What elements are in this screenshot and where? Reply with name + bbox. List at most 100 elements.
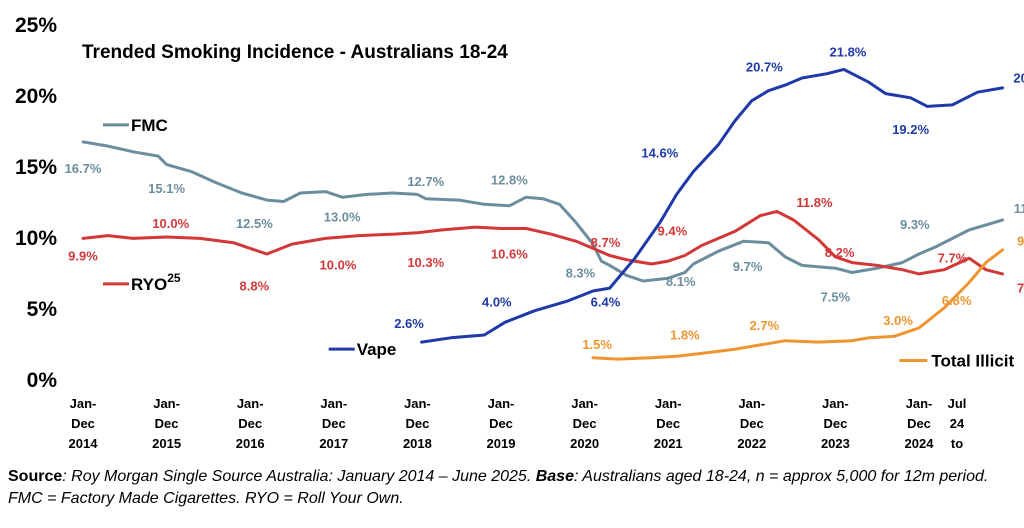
x-tick-label: Jul 24 to — [948, 396, 967, 451]
data-label: 7.4% — [1017, 280, 1024, 295]
legend-ryo: RYO25 — [102, 271, 181, 294]
data-label: 14.6% — [641, 146, 678, 161]
x-tick-label: Jan- Dec 2019 — [487, 396, 516, 451]
x-tick-line: Jan- — [237, 396, 264, 411]
data-label: 8.8% — [240, 278, 270, 293]
x-tick-line: 2014 — [69, 436, 99, 451]
x-tick-line: Jan- — [70, 396, 97, 411]
data-label: 8.2% — [825, 245, 855, 260]
x-tick-line: Dec — [238, 416, 262, 431]
x-tick-line: 2015 — [152, 436, 181, 451]
y-tick-label: 20% — [15, 85, 57, 108]
x-tick-label: Jan- Dec 2020 — [570, 396, 599, 451]
series-line-ryo — [81, 209, 1005, 276]
x-tick-line: Dec — [907, 416, 931, 431]
data-label: 20.5% — [1013, 70, 1024, 85]
legend-fmc: FMC — [102, 116, 168, 135]
data-label: 9.1% — [1017, 234, 1024, 249]
x-tick-label: Jan- Dec 2018 — [403, 396, 432, 451]
x-tick-line: 2022 — [737, 436, 766, 451]
x-tick-label: Jan- Dec 2016 — [236, 396, 265, 451]
data-label: 9.4% — [658, 224, 688, 239]
x-tick-line: 2021 — [654, 436, 683, 451]
x-tick-line: Dec — [740, 416, 764, 431]
y-axis: 0% 5% 10% 15% 20% 25% — [15, 14, 57, 392]
data-label: 6.4% — [591, 295, 621, 310]
data-label: 1.8% — [670, 327, 700, 342]
x-tick-line: 2019 — [487, 436, 516, 451]
chart: Trended Smoking Incidence - Australians … — [15, 14, 1024, 451]
x-tick-label: Jan- Dec 2023 — [821, 396, 850, 451]
data-label: 21.8% — [830, 45, 867, 60]
x-axis: Jan- Dec 2014 Jan- Dec 2015 Jan- Dec 2016 Jan- Dec… — [69, 396, 967, 451]
y-tick-label: 25% — [15, 14, 57, 37]
base-text: : Australians aged 18-24, n = approx 5,0… — [8, 468, 989, 507]
x-tick-line: Dec — [823, 416, 847, 431]
data-label: 6.8% — [942, 293, 972, 308]
data-label: 9.7% — [733, 259, 763, 274]
x-tick-line: Dec — [656, 416, 680, 431]
x-tick-label: Jan- Dec 2024 — [905, 396, 935, 451]
x-tick-line: to — [951, 436, 963, 451]
legend-total-illicit: Total Illicit — [899, 352, 1014, 371]
data-label: 19.2% — [892, 122, 929, 137]
data-label: 8.7% — [591, 235, 621, 250]
x-tick-label: Jan- Dec 2015 — [152, 396, 181, 451]
x-tick-line: Dec — [71, 416, 95, 431]
y-tick-label: 10% — [15, 227, 57, 250]
data-label: 7.5% — [821, 290, 851, 305]
x-tick-line: Dec — [573, 416, 597, 431]
x-tick-line: Jan- — [488, 396, 515, 411]
data-label: 1.5% — [582, 337, 612, 352]
data-label: 12.7% — [407, 174, 444, 189]
source-label: Source — [8, 468, 63, 485]
series-lines — [81, 67, 1005, 361]
data-label: 15.1% — [148, 181, 185, 196]
data-label: 13.0% — [324, 209, 361, 224]
x-tick-line: 2017 — [319, 436, 348, 451]
data-label: 2.7% — [750, 318, 780, 333]
x-tick-line: 2018 — [403, 436, 432, 451]
legend-text: Total Illicit — [931, 352, 1014, 371]
data-label: 16.7% — [65, 161, 102, 176]
source-text: : Roy Morgan Single Source Australia: Ja… — [62, 468, 536, 485]
base-label: Base — [535, 468, 574, 485]
x-tick-line: Jul — [948, 396, 967, 411]
x-tick-line: Jan- — [822, 396, 849, 411]
x-tick-line: Jan- — [153, 396, 180, 411]
x-tick-label: Jan- Dec 2022 — [737, 396, 766, 451]
x-tick-line: Jan- — [571, 396, 598, 411]
data-label: 3.0% — [883, 313, 913, 328]
x-tick-line: 2020 — [570, 436, 599, 451]
x-tick-line: Dec — [155, 416, 179, 431]
data-label: 4.0% — [482, 295, 512, 310]
chart-title: Trended Smoking Incidence - Australians … — [82, 42, 508, 63]
x-tick-line: Jan- — [320, 396, 347, 411]
data-label: 2.6% — [394, 316, 424, 331]
x-tick-label: Jan- Dec 2021 — [654, 396, 683, 451]
data-label: 10.0% — [320, 258, 357, 273]
y-tick-label: 5% — [27, 298, 58, 321]
y-tick-label: 15% — [15, 156, 57, 179]
data-label: 9.3% — [900, 217, 930, 232]
series-line-vape — [420, 67, 1005, 344]
data-label: 20.7% — [746, 60, 783, 75]
data-labels: 16.7% 15.1% 12.5% 13.0% 12.7% 12.8% 8.3% 8.1% 9.… — [65, 45, 1024, 353]
data-label: 10.0% — [152, 216, 189, 231]
data-label: 7.7% — [938, 251, 968, 266]
x-tick-line: 2023 — [821, 436, 850, 451]
data-label: 12.8% — [491, 172, 528, 187]
legend-text: RYO25 — [131, 271, 181, 294]
x-tick-label: Jan- Dec 2014 — [69, 396, 99, 451]
data-label: 11.8% — [796, 195, 833, 210]
data-label: 8.1% — [666, 274, 696, 289]
legend-text: FMC — [131, 116, 168, 135]
x-tick-line: Dec — [405, 416, 429, 431]
data-label: 8.3% — [566, 266, 596, 281]
x-tick-line: Dec — [489, 416, 513, 431]
data-label: 10.3% — [407, 255, 444, 270]
legend: FMC RYO25 Vape Total Illicit — [102, 116, 1014, 371]
x-tick-label: Jan- Dec 2017 — [319, 396, 348, 451]
x-tick-line: Jan- — [906, 396, 933, 411]
x-tick-line: 2016 — [236, 436, 265, 451]
